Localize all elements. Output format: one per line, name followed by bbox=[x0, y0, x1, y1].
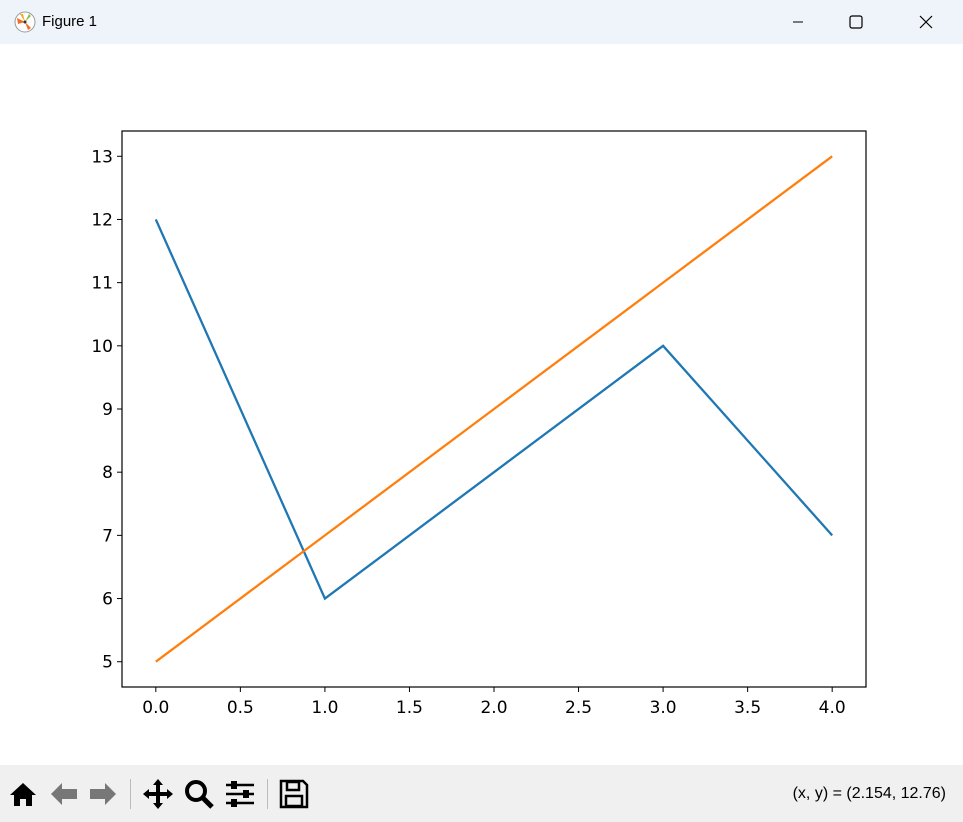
maximize-icon bbox=[849, 15, 863, 29]
x-tick-label: 0.5 bbox=[227, 698, 254, 718]
close-icon bbox=[919, 15, 933, 29]
y-tick-label: 9 bbox=[102, 400, 113, 420]
toolbar-separator bbox=[130, 779, 131, 809]
cursor-coordinates: (x, y) = (2.154, 12.76) bbox=[792, 785, 946, 802]
home-button[interactable] bbox=[6, 777, 40, 811]
zoom-button[interactable] bbox=[182, 777, 216, 811]
pan-button[interactable] bbox=[141, 777, 175, 811]
configure-subplots-button[interactable] bbox=[223, 777, 257, 811]
y-tick-label: 6 bbox=[102, 590, 113, 610]
x-tick-label: 3.5 bbox=[734, 698, 761, 718]
configure-subplots-icon bbox=[226, 781, 254, 807]
x-tick-label: 2.5 bbox=[565, 698, 592, 718]
y-tick-label: 8 bbox=[102, 463, 113, 483]
forward-button[interactable] bbox=[86, 777, 120, 811]
back-button[interactable] bbox=[47, 777, 81, 811]
x-tick-label: 0.0 bbox=[142, 698, 169, 718]
toolbar-separator bbox=[267, 779, 268, 809]
zoom-magnifier-icon bbox=[185, 780, 214, 809]
y-tick-label: 12 bbox=[91, 210, 113, 230]
x-tick-label: 1.0 bbox=[311, 698, 338, 718]
figure-canvas[interactable]: 0.0 0.5 1.0 1.5 2.0 2.5 3.0 3.5 4.0 5 6 7 8 9 10 11 12 13 bbox=[0, 44, 963, 765]
forward-arrow-icon bbox=[90, 783, 116, 805]
save-floppy-icon bbox=[279, 779, 309, 809]
series-line-0 bbox=[154, 218, 834, 601]
home-icon bbox=[10, 783, 36, 806]
pan-move-icon bbox=[143, 779, 173, 809]
x-tick-label: 2.0 bbox=[480, 698, 507, 718]
line-chart: 0.0 0.5 1.0 1.5 2.0 2.5 3.0 3.5 4.0 5 6 7 8 9 10 11 12 13 bbox=[91, 130, 867, 718]
y-tick-label: 13 bbox=[91, 147, 113, 167]
title-bar: Figure 1 bbox=[0, 0, 963, 44]
x-tick-label: 3.0 bbox=[650, 698, 677, 718]
y-tick-label: 10 bbox=[91, 337, 113, 357]
minimize-button[interactable] bbox=[768, 0, 828, 44]
y-tick-label: 7 bbox=[102, 526, 113, 546]
y-tick-label: 5 bbox=[102, 653, 113, 673]
back-arrow-icon bbox=[51, 783, 77, 805]
x-tick-label: 4.0 bbox=[819, 698, 846, 718]
matplotlib-logo-icon bbox=[14, 11, 36, 33]
save-button[interactable] bbox=[277, 777, 311, 811]
maximize-button[interactable] bbox=[826, 0, 886, 44]
y-tick-label: 11 bbox=[91, 274, 113, 294]
x-tick-label: 1.5 bbox=[396, 698, 423, 718]
navigation-toolbar: (x, y) = (2.154, 12.76) bbox=[0, 765, 963, 822]
minimize-icon bbox=[793, 21, 803, 23]
close-button[interactable] bbox=[896, 0, 956, 44]
window-title: Figure 1 bbox=[42, 13, 98, 30]
series-line-1 bbox=[155, 155, 833, 663]
